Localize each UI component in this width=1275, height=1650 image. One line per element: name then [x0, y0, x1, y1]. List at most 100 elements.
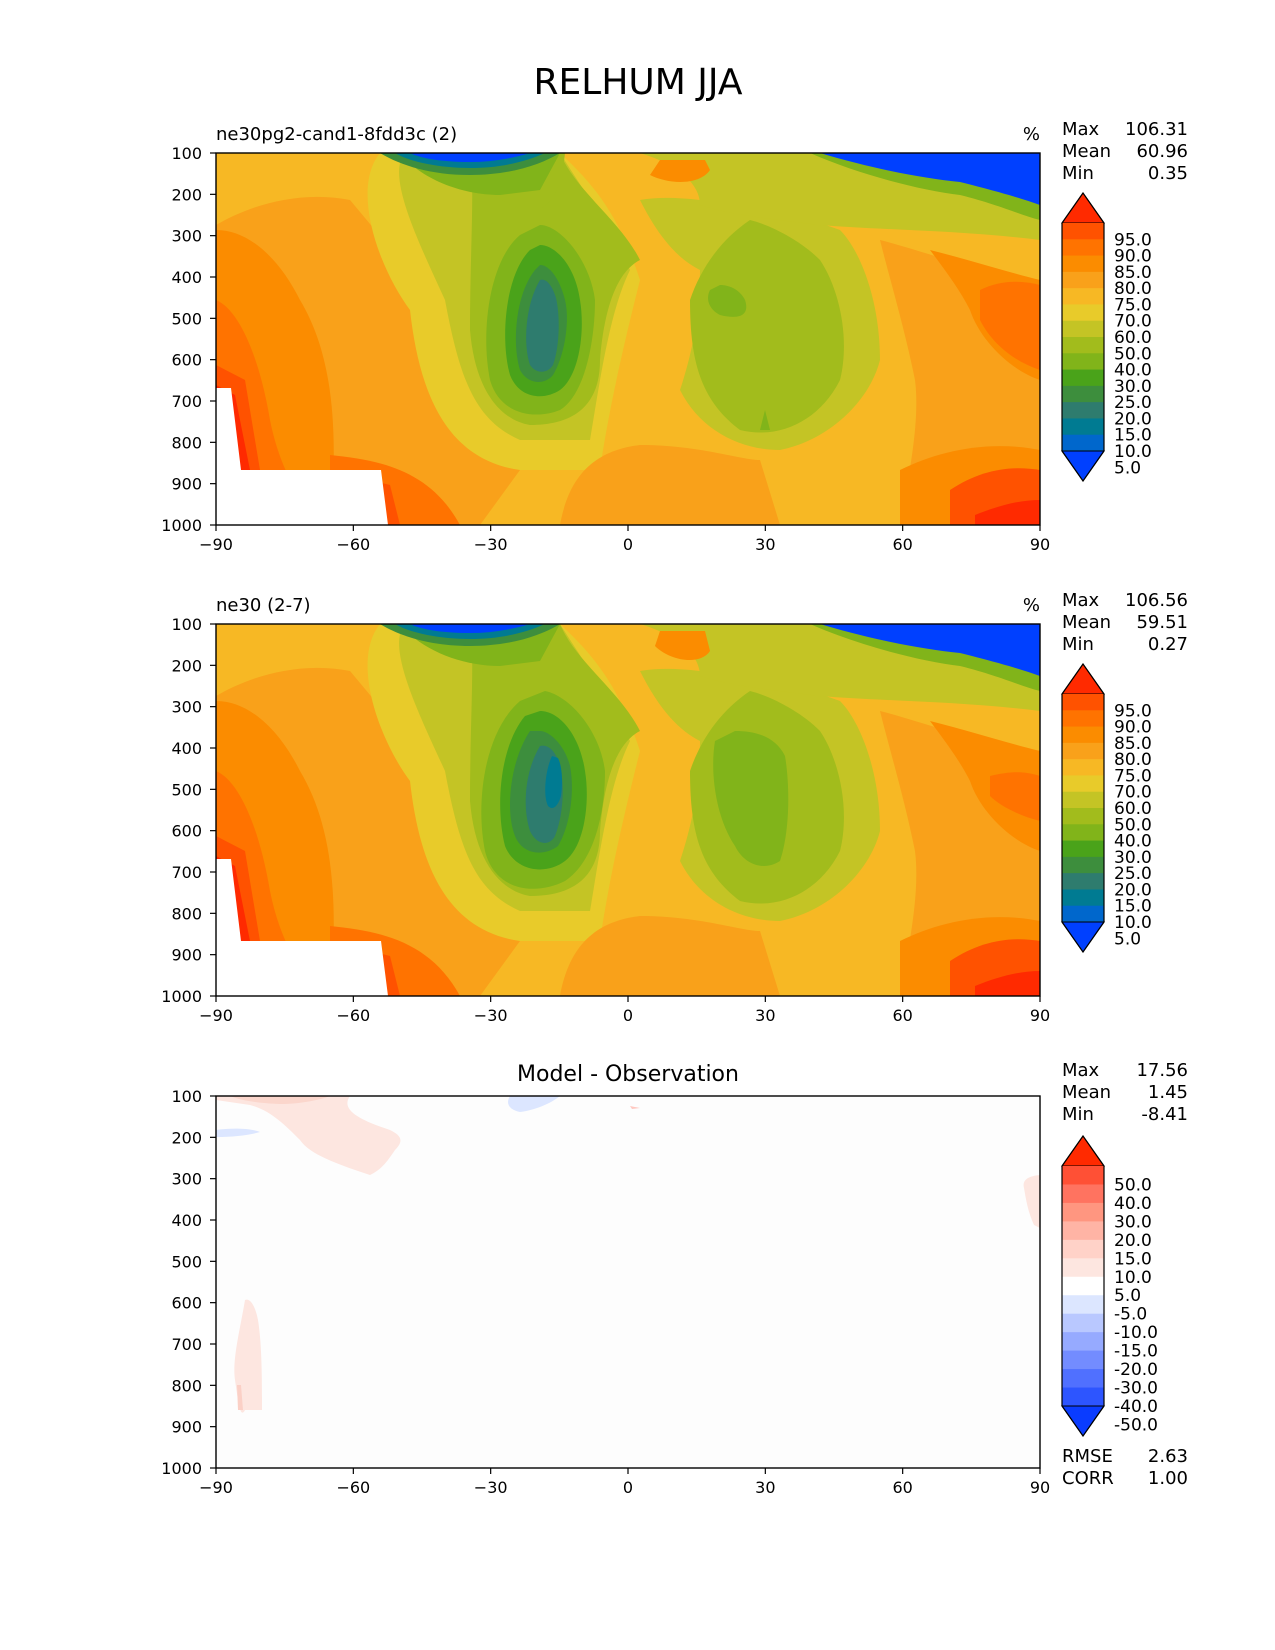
y-tick-label: 600	[171, 822, 202, 841]
colorbar-swatch	[1062, 1239, 1104, 1259]
colorbar-label: 70.0	[1114, 783, 1152, 803]
figure-title: RELHUM JJA	[534, 62, 743, 103]
panel-2-units: %	[1023, 595, 1040, 616]
colorbar-label: 30.0	[1114, 377, 1152, 397]
colorbar-swatch	[1062, 742, 1104, 760]
colorbar-label: -10.0	[1114, 1323, 1158, 1343]
colorbar-label: 40.0	[1114, 361, 1152, 381]
colorbar-swatch	[1062, 808, 1104, 825]
colorbar-label: 90.0	[1114, 247, 1152, 267]
panel-1-y-ticks: 100 200 300 400 500 600 700 800 900 1000	[161, 144, 216, 535]
panel-3-x-ticks: −90 −60 −30 0 30 60 90	[199, 1468, 1050, 1497]
y-tick-label: 200	[171, 185, 202, 204]
x-tick-label: 30	[755, 535, 775, 554]
colorbar-swatch	[1062, 889, 1104, 907]
panel-1-stat-max-value: 106.31	[1125, 119, 1188, 140]
colorbar-swatch	[1062, 1258, 1104, 1278]
panel-1-contour-field	[216, 153, 1040, 525]
panel-2-y-ticks: 100 200 300 400 500 600 700 800 900 1000	[161, 615, 216, 1006]
x-tick-label: 90	[1030, 535, 1050, 554]
y-tick-label: 300	[171, 227, 202, 246]
panel-1: −90 −60 −30 0 30 60 90 100 200 300 400 500 600 700 80…	[161, 119, 1188, 554]
colorbar-swatch	[1062, 1350, 1104, 1370]
panel-3-rmse-value: 2.63	[1148, 1446, 1188, 1467]
colorbar-swatch	[1062, 1276, 1104, 1296]
y-tick-label: 700	[171, 392, 202, 411]
panel-3-stat-max-value: 17.56	[1136, 1060, 1188, 1081]
colorbar-label: 80.0	[1114, 750, 1152, 770]
panel-1-stat-min-value: 0.35	[1148, 163, 1188, 184]
colorbar-label: 50.0	[1114, 344, 1152, 364]
colorbar-swatch	[1062, 775, 1104, 793]
y-tick-label: 1000	[161, 1459, 202, 1478]
colorbar-swatch	[1062, 1221, 1104, 1241]
colorbar-bottom-extension	[1061, 450, 1105, 482]
panel-3-stat-min-label: Min	[1062, 1104, 1094, 1125]
y-tick-label: 800	[171, 433, 202, 452]
colorbar-swatch	[1062, 304, 1104, 322]
colorbar-swatch	[1062, 873, 1104, 890]
colorbar-swatch	[1062, 320, 1104, 338]
colorbar-top-extension	[1061, 1135, 1105, 1167]
colorbar-swatch	[1062, 239, 1104, 257]
colorbar-label: 15.0	[1114, 1249, 1152, 1269]
panel-1-title: ne30pg2-cand1-8fdd3c (2)	[216, 124, 457, 145]
panel-2-stat-mean-value: 59.51	[1136, 612, 1188, 633]
y-tick-label: 300	[171, 1170, 202, 1189]
colorbar-label: 75.0	[1114, 766, 1152, 786]
panel-3: −90 −60 −30 0 30 60 90 100 200 300 400 500 600 700 80…	[161, 1060, 1188, 1497]
colorbar-bottom-extension	[1061, 921, 1105, 953]
x-tick-label: 60	[892, 1478, 912, 1497]
y-tick-label: 600	[171, 1294, 202, 1313]
x-tick-label: −90	[199, 1006, 233, 1025]
y-tick-label: 900	[171, 475, 202, 494]
colorbar-label: 95.0	[1114, 230, 1152, 250]
colorbar-top-extension	[1061, 663, 1105, 695]
y-tick-label: 1000	[161, 516, 202, 535]
panel-3-y-ticks: 100 200 300 400 500 600 700 800 900 1000	[161, 1087, 216, 1478]
colorbar-swatch	[1062, 1184, 1104, 1204]
panel-3-title: Model - Observation	[517, 1062, 739, 1087]
x-tick-label: −60	[336, 1006, 370, 1025]
colorbar-swatch	[1062, 726, 1104, 744]
x-tick-label: 30	[755, 1478, 775, 1497]
panel-3-corr-value: 1.00	[1148, 1468, 1188, 1489]
colorbar-label: -30.0	[1114, 1379, 1158, 1399]
y-tick-label: 100	[171, 615, 202, 634]
y-tick-label: 600	[171, 351, 202, 370]
colorbar-label: 85.0	[1114, 263, 1152, 283]
colorbar-label: 20.0	[1114, 880, 1152, 900]
panel-1-x-ticks: −90 −60 −30 0 30 60 90	[199, 525, 1050, 554]
y-tick-label: 200	[171, 1128, 202, 1147]
y-tick-label: 700	[171, 863, 202, 882]
colorbar-label: 5.0	[1114, 1286, 1141, 1306]
panel-2-stat-min-label: Min	[1062, 634, 1094, 655]
colorbar-label: 70.0	[1114, 312, 1152, 332]
panel-2-stat-mean-label: Mean	[1062, 612, 1111, 633]
colorbar-label: -20.0	[1114, 1360, 1158, 1380]
colorbar-label: 50.0	[1114, 1175, 1152, 1195]
colorbar-swatch	[1062, 385, 1104, 403]
colorbar-outline	[1061, 1134, 1105, 1438]
colorbar-swatch	[1062, 905, 1104, 923]
colorbar-swatch	[1062, 1313, 1104, 1333]
colorbar-label: 5.0	[1114, 929, 1141, 949]
panel-3-rmse-label: RMSE	[1062, 1446, 1113, 1467]
panel-1-stat-max-label: Max	[1062, 119, 1100, 140]
x-tick-label: 0	[623, 1478, 633, 1497]
colorbar-bottom-extension	[1061, 1405, 1105, 1437]
colorbar-swatch	[1062, 824, 1104, 842]
colorbar-label: 5.0	[1114, 458, 1141, 478]
panel-3-contour-field	[216, 1096, 1040, 1468]
y-tick-label: 900	[171, 946, 202, 965]
colorbar-label: -15.0	[1114, 1342, 1158, 1362]
colorbar-top-extension	[1061, 192, 1105, 224]
panel-2-stat-min-value: 0.27	[1148, 634, 1188, 655]
colorbar-label: 60.0	[1114, 328, 1152, 348]
y-tick-label: 800	[171, 1376, 202, 1395]
y-tick-label: 400	[171, 739, 202, 758]
colorbar-swatch	[1062, 710, 1104, 728]
colorbar-label: 10.0	[1114, 913, 1152, 933]
colorbar-swatch	[1062, 791, 1104, 809]
colorbar-label: 75.0	[1114, 295, 1152, 315]
